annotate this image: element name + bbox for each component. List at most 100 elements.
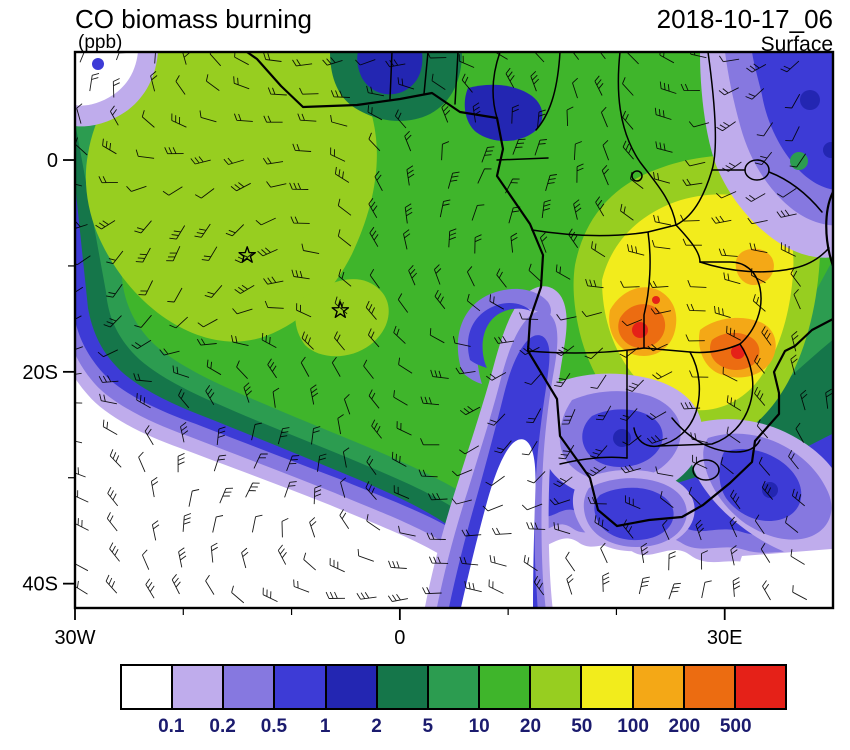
wind-barb (466, 266, 475, 287)
wind-barb (338, 269, 352, 287)
wind-barb (97, 349, 118, 358)
wind-barb (213, 454, 227, 472)
wind-barb (374, 170, 383, 192)
colorbar-tick-label: 50 (571, 716, 593, 737)
wind-barb (620, 203, 634, 221)
lake-victoria (744, 159, 770, 181)
wind-barb (441, 141, 450, 161)
wind-barb (590, 374, 607, 389)
wind-barb (141, 110, 155, 128)
wind-barb (397, 293, 409, 313)
wind-barb (711, 215, 732, 224)
wind-barb (289, 182, 309, 190)
wind-barb (403, 229, 411, 250)
wind-barb (680, 83, 700, 92)
wind-barb (653, 214, 671, 226)
wind-barb (95, 220, 116, 230)
wind-barb (433, 264, 442, 285)
wind-barb (761, 326, 772, 346)
wind-barb (554, 373, 571, 388)
wind-barb (266, 181, 287, 188)
wind-barb (396, 421, 412, 436)
wind-barb (482, 504, 503, 512)
wind-barb (201, 246, 218, 261)
wind-barb (573, 199, 582, 220)
wind-barb (558, 444, 575, 460)
wind-barb (205, 74, 220, 91)
colorbar-tick-label: 200 (668, 716, 701, 737)
wind-barb (701, 580, 712, 599)
wind-barb (795, 422, 804, 443)
wind-barb (234, 52, 249, 66)
wind-barb (330, 147, 346, 162)
wind-barb (485, 475, 505, 486)
wind-barb (539, 232, 548, 253)
wind-barb (745, 88, 765, 100)
wind-barb (369, 226, 379, 247)
wind-barb (293, 579, 310, 593)
wind-barb (110, 105, 119, 126)
wind-barb (337, 198, 352, 216)
contour-field (75, 52, 833, 608)
colorbar-tick-label: 0.2 (209, 716, 236, 737)
wind-barb (668, 551, 676, 571)
wind-barb (159, 348, 180, 356)
colorbar-tick-label: 2 (371, 716, 382, 737)
wind-barb (262, 587, 278, 603)
wind-barb (439, 199, 451, 218)
wind-barb (752, 294, 766, 312)
wind-barb (166, 246, 181, 262)
wind-barb (330, 90, 350, 98)
wind-barb (241, 547, 249, 569)
wind-barb (510, 232, 518, 253)
wind-barb (505, 67, 515, 88)
wind-barb (486, 372, 507, 381)
wind-barb (591, 241, 606, 258)
wind-barb (718, 248, 738, 257)
wind-barb (197, 318, 218, 328)
wind-barb (334, 296, 348, 315)
wind-barb (754, 151, 773, 166)
wind-barb (792, 585, 808, 601)
wind-barb (458, 54, 475, 68)
wind-barb (309, 517, 317, 538)
wind-barb (682, 178, 703, 186)
wind-barb (459, 556, 479, 566)
wind-barb (565, 551, 576, 572)
wind-barb (620, 280, 640, 288)
wind-barb (566, 106, 574, 127)
wind-barb (451, 498, 472, 505)
wind-barb (234, 284, 255, 294)
wind-barb (511, 104, 520, 124)
wind-barb (145, 578, 155, 599)
coastline-east (825, 190, 833, 268)
wind-barb (466, 293, 481, 312)
wind-barb (98, 176, 118, 184)
wind-barb (194, 188, 215, 199)
wind-barb (790, 549, 805, 565)
wind-barb (369, 268, 380, 289)
wind-barb (448, 228, 457, 248)
wind-barb (619, 408, 638, 421)
wind-barb (75, 183, 83, 187)
wind-barb (169, 225, 186, 240)
wind-barb (75, 221, 88, 230)
wind-barb (788, 449, 799, 470)
x-axis-label: 0 (394, 627, 405, 649)
wind-barb (526, 522, 546, 530)
colorbar-box-5 (377, 666, 429, 708)
colorbar-box-11 (684, 666, 736, 708)
wind-barb (339, 509, 350, 529)
map-circle-feature (631, 170, 643, 182)
wind-barb (98, 375, 119, 383)
wind-barb (210, 542, 218, 563)
wind-barb (357, 548, 374, 562)
wind-barb (572, 52, 580, 60)
wind-barb (494, 440, 512, 454)
wind-barb (236, 360, 248, 380)
wind-barb (167, 287, 183, 303)
wind-barb (555, 264, 571, 280)
wind-barb (572, 77, 579, 99)
wind-barb (333, 331, 345, 351)
wind-barb (621, 319, 643, 327)
